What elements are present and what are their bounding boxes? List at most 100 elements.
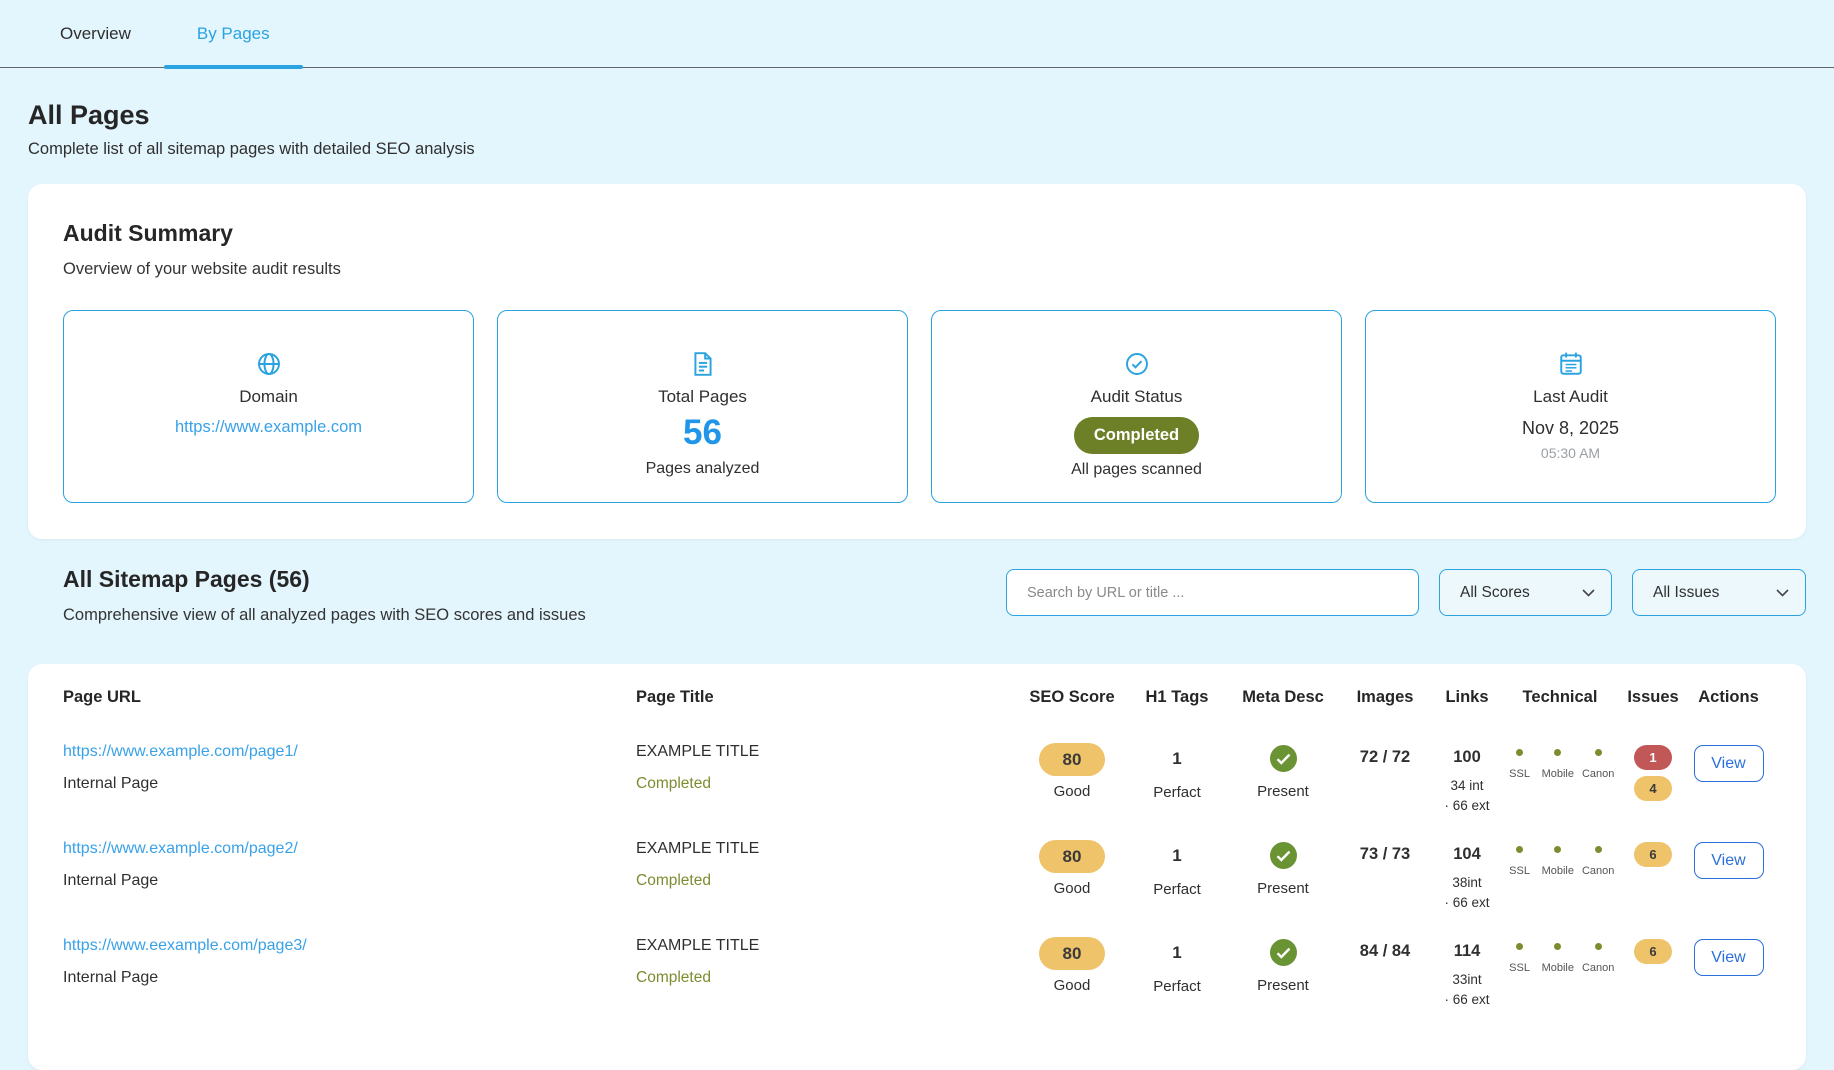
table-row: https://www.example.com/page2/ Internal …	[63, 840, 1771, 937]
header-seo-score: SEO Score	[1029, 688, 1115, 706]
calendar-icon	[1559, 351, 1583, 377]
technical-mobile: Mobile	[1542, 846, 1574, 877]
images-count: 72 / 72	[1359, 748, 1411, 766]
page-title-text: EXAMPLE TITLE	[636, 937, 760, 954]
page-url-link[interactable]: https://www.example.com/page2/	[63, 840, 298, 857]
header-page-url: Page URL	[63, 688, 141, 706]
tab-overview[interactable]: Overview	[60, 23, 131, 43]
table-row: https://www.eexample.com/page3/ Internal…	[63, 937, 1771, 1034]
sitemap-title: All Sitemap Pages (56)	[63, 566, 310, 592]
h1-count: 1	[1172, 943, 1182, 962]
meta-desc-label: Present	[1257, 977, 1309, 994]
mobile-status-dot	[1554, 943, 1562, 950]
links-external: · 66 ext	[1444, 991, 1490, 1007]
h1-label: Perfact	[1153, 784, 1201, 801]
check-circle-icon	[1269, 939, 1297, 966]
page-status-text: Completed	[636, 969, 711, 986]
technical-cell: SSL Mobile Canon	[1500, 937, 1620, 974]
technical-mobile: Mobile	[1542, 943, 1574, 974]
issue-filter-select[interactable]: All Issues	[1632, 569, 1806, 616]
score-filter-value: All Scores	[1460, 583, 1530, 601]
h1-tags-cell: 1 Perfact	[1124, 743, 1230, 801]
header-issues: Issues	[1627, 688, 1679, 706]
mobile-label: Mobile	[1541, 768, 1574, 780]
view-button[interactable]: View	[1693, 842, 1764, 879]
domain-link[interactable]: https://www.example.com	[174, 418, 363, 436]
page-title-cell: EXAMPLE TITLE Completed	[636, 937, 1020, 987]
images-cell: 72 / 72	[1336, 743, 1434, 767]
warning-issues-badge: 6	[1634, 842, 1672, 867]
canon-label: Canon	[1581, 768, 1615, 780]
audit-status-stat-card: Audit Status Completed All pages scanned	[931, 310, 1342, 503]
mobile-status-dot	[1554, 749, 1562, 756]
links-internal: 33int	[1452, 972, 1482, 987]
technical-ssl: SSL	[1506, 749, 1534, 780]
audit-status-caption: All pages scanned	[1071, 461, 1202, 478]
links-external: · 66 ext	[1444, 894, 1490, 910]
page-url-link[interactable]: https://www.eexample.com/page3/	[63, 937, 307, 954]
canon-label: Canon	[1581, 865, 1615, 877]
header-meta-desc: Meta Desc	[1242, 688, 1324, 706]
images-count: 73 / 73	[1359, 845, 1411, 863]
technical-canon: Canon	[1582, 846, 1614, 877]
page-title-cell: EXAMPLE TITLE Completed	[636, 743, 1020, 793]
page-title-cell: EXAMPLE TITLE Completed	[636, 840, 1020, 890]
page-type-label: Internal Page	[63, 775, 159, 792]
issues-cell: 6	[1620, 840, 1686, 867]
score-filter-select[interactable]: All Scores	[1439, 569, 1612, 616]
h1-count: 1	[1172, 846, 1182, 865]
canon-status-dot	[1594, 749, 1602, 756]
audit-summary-card: Audit Summary Overview of your website a…	[28, 184, 1806, 539]
chevron-down-icon	[1776, 588, 1789, 597]
total-pages-stat-card: Total Pages 56 Pages analyzed	[497, 310, 908, 503]
ssl-status-dot	[1516, 749, 1524, 756]
status-badge: Completed	[1073, 417, 1200, 454]
links-internal: 38int	[1452, 875, 1482, 890]
links-total: 114	[1453, 942, 1481, 960]
images-cell: 84 / 84	[1336, 937, 1434, 961]
actions-cell: View	[1686, 840, 1771, 879]
globe-icon	[256, 351, 282, 377]
page-type-label: Internal Page	[63, 969, 159, 986]
meta-desc-label: Present	[1257, 783, 1309, 800]
pages-table-card: Page URL Page Title SEO Score H1 Tags Me…	[28, 664, 1806, 1070]
ssl-status-dot	[1516, 846, 1524, 853]
canon-status-dot	[1594, 943, 1602, 950]
links-total: 100	[1453, 748, 1481, 766]
issues-cell: 1 4	[1620, 743, 1686, 801]
header-links: Links	[1445, 688, 1489, 706]
page-url-cell: https://www.example.com/page1/ Internal …	[63, 743, 636, 793]
table-header-row: Page URL Page Title SEO Score H1 Tags Me…	[63, 686, 1771, 707]
h1-tags-cell: 1 Perfact	[1124, 937, 1230, 995]
tab-by-pages[interactable]: By Pages	[163, 0, 303, 69]
links-detail: 38int · 66 ext	[1444, 873, 1489, 912]
page-url-link[interactable]: https://www.example.com/page1/	[63, 743, 298, 760]
actions-cell: View	[1686, 743, 1771, 782]
links-cell: 114 33int · 66 ext	[1434, 937, 1500, 1009]
seo-score-label: Good	[1053, 880, 1091, 897]
header-technical: Technical	[1522, 688, 1598, 706]
images-count: 84 / 84	[1359, 942, 1411, 960]
images-cell: 73 / 73	[1336, 840, 1434, 864]
last-audit-date: Nov 8, 2025	[1521, 418, 1620, 438]
view-button[interactable]: View	[1693, 939, 1764, 976]
stat-card-row: Domain https://www.example.com Total P	[63, 310, 1776, 503]
ssl-status-dot	[1516, 943, 1524, 950]
links-cell: 100 34 int · 66 ext	[1434, 743, 1500, 815]
technical-canon: Canon	[1582, 943, 1614, 974]
warning-issues-badge: 6	[1634, 939, 1672, 964]
last-audit-stat-card: Last Audit Nov 8, 2025 05:30 AM	[1365, 310, 1776, 503]
document-icon	[691, 351, 715, 377]
last-audit-label: Last Audit	[1533, 387, 1608, 406]
view-button[interactable]: View	[1693, 745, 1764, 782]
audit-status-label: Audit Status	[1090, 387, 1183, 406]
audit-summary-title: Audit Summary	[63, 220, 233, 246]
search-input[interactable]	[1006, 569, 1419, 616]
links-external: · 66 ext	[1444, 797, 1490, 813]
page-url-cell: https://www.eexample.com/page3/ Internal…	[63, 937, 636, 987]
technical-ssl: SSL	[1506, 943, 1534, 974]
meta-desc-cell: Present	[1230, 937, 1336, 994]
canon-label: Canon	[1581, 962, 1615, 974]
seo-score-label: Good	[1053, 977, 1091, 994]
